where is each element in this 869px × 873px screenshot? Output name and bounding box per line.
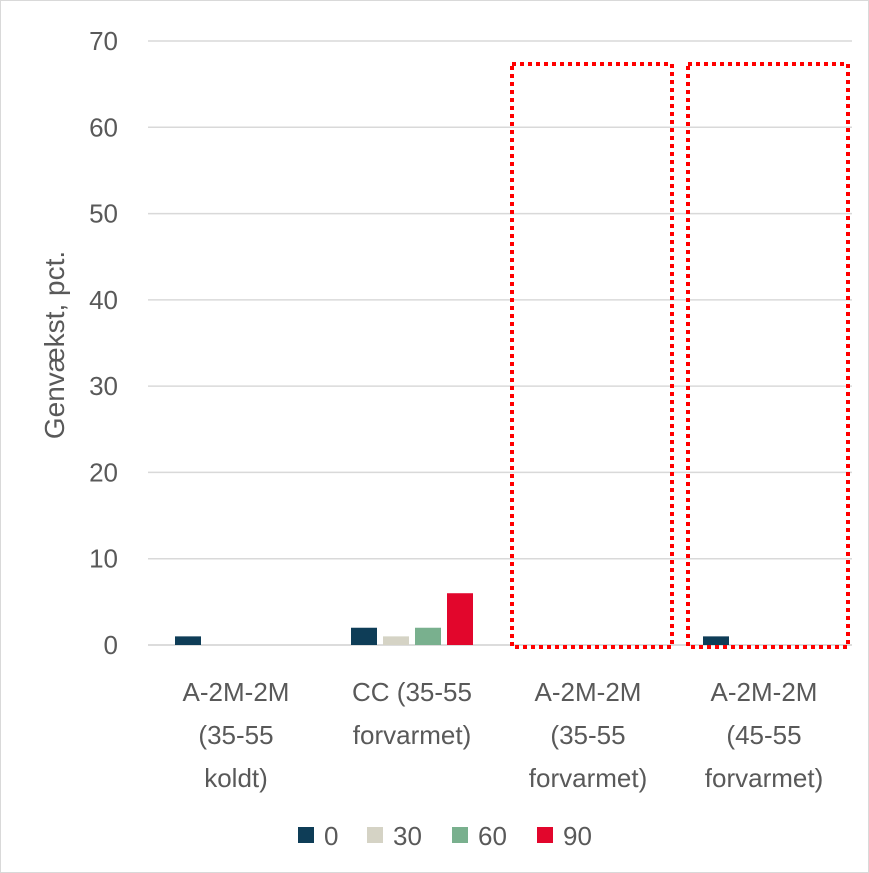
highlight-boxes bbox=[510, 62, 850, 649]
x-tick-label: A-2M-2M (45-55 forvarmet) bbox=[705, 677, 823, 793]
legend-swatch-60 bbox=[452, 827, 468, 843]
x-tick-label: A-2M-2M (35-55 koldt) bbox=[183, 677, 290, 793]
y-tick-labels: 0 10 20 30 40 50 60 70 bbox=[89, 26, 118, 660]
bar-series-0-cat-0 bbox=[175, 636, 201, 645]
y-tick-label: 50 bbox=[89, 199, 118, 229]
highlight-box-cat-2 bbox=[510, 62, 674, 649]
x-tick-label-line: CC (35-55 bbox=[352, 677, 472, 707]
x-tick-label-line: koldt) bbox=[204, 763, 268, 793]
bar-series-30-cat-1 bbox=[383, 636, 409, 645]
legend-swatch-30 bbox=[367, 827, 383, 843]
x-tick-label-line: forvarmet) bbox=[353, 720, 471, 750]
y-tick-label: 30 bbox=[89, 371, 118, 401]
legend-label-60: 60 bbox=[478, 821, 507, 851]
x-tick-label-line: A-2M-2M bbox=[183, 677, 290, 707]
y-tick-label: 20 bbox=[89, 457, 118, 487]
y-tick-label: 0 bbox=[104, 630, 118, 660]
y-axis-label: Genvækst, pct. bbox=[39, 251, 70, 439]
x-tick-label-line: (35-55 bbox=[550, 720, 625, 750]
x-tick-labels: A-2M-2M (35-55 koldt)CC (35-55 forvarmet)A-… bbox=[183, 677, 824, 793]
bars bbox=[175, 593, 729, 645]
x-tick-label: CC (35-55 forvarmet) bbox=[352, 677, 472, 750]
y-tick-label: 70 bbox=[89, 26, 118, 56]
y-tick-label: 10 bbox=[89, 544, 118, 574]
legend-label-0: 0 bbox=[324, 821, 338, 851]
x-tick-label-line: (35-55 bbox=[198, 720, 273, 750]
x-tick-label-line: forvarmet) bbox=[529, 763, 647, 793]
highlight-box-cat-3 bbox=[686, 62, 850, 649]
legend-label-30: 30 bbox=[393, 821, 422, 851]
x-tick-label-line: (45-55 bbox=[726, 720, 801, 750]
bar-series-0-cat-1 bbox=[351, 627, 377, 645]
y-tick-label: 60 bbox=[89, 112, 118, 142]
x-tick-label: A-2M-2M (35-55 forvarmet) bbox=[529, 677, 647, 793]
bar-series-90-cat-1 bbox=[447, 593, 473, 645]
y-tick-label: 40 bbox=[89, 285, 118, 315]
legend: 0 30 60 90 bbox=[298, 821, 592, 851]
x-tick-label-line: forvarmet) bbox=[705, 763, 823, 793]
legend-swatch-90 bbox=[537, 827, 553, 843]
x-tick-label-line: A-2M-2M bbox=[711, 677, 818, 707]
legend-label-90: 90 bbox=[563, 821, 592, 851]
bar-series-0-cat-3 bbox=[703, 636, 729, 645]
bar-series-60-cat-1 bbox=[415, 627, 441, 645]
legend-swatch-0 bbox=[298, 827, 314, 843]
x-tick-label-line: A-2M-2M bbox=[535, 677, 642, 707]
